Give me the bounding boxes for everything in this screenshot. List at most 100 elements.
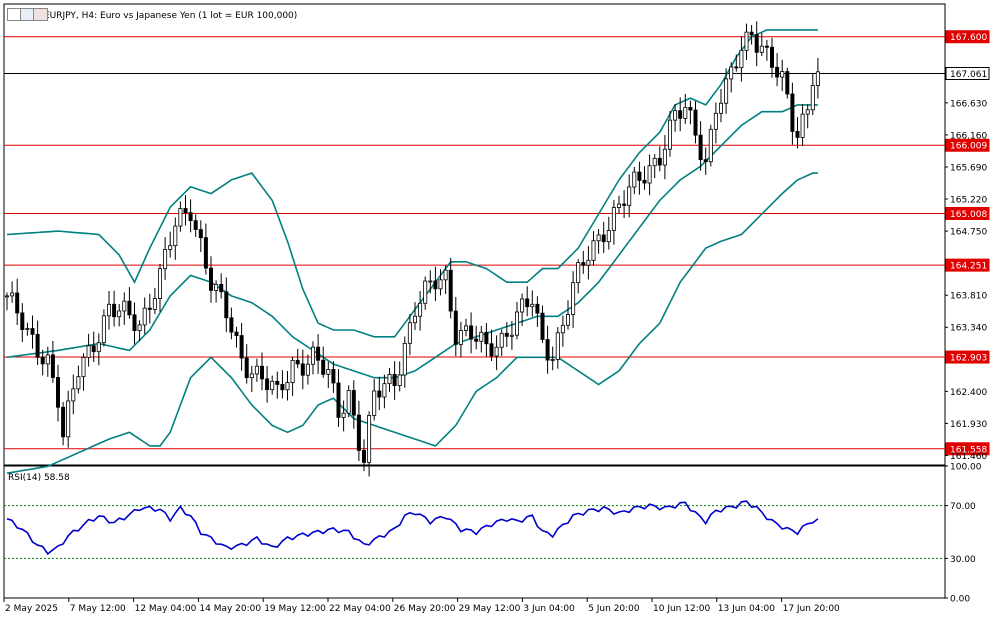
chart-icon[interactable] <box>33 8 48 21</box>
price-tick-label: 163.810 <box>950 292 987 302</box>
candle-body <box>550 359 555 361</box>
level-price-tag <box>945 30 990 44</box>
candle-body <box>637 171 642 181</box>
candle-body <box>61 406 66 438</box>
level-price-tag <box>945 206 990 220</box>
price-tick-label: 165.220 <box>950 196 987 206</box>
rsi-axis: 100.00 70.00 30.00 0.00 <box>945 463 982 605</box>
candle-body <box>219 283 224 293</box>
candle-body <box>622 203 627 206</box>
candle-body <box>698 134 703 161</box>
candle-body <box>586 259 591 266</box>
candle-body <box>290 359 295 383</box>
candle-body <box>326 369 331 375</box>
time-tick-label: 10 Jun 12:00 <box>653 604 710 614</box>
candle-body <box>617 203 622 208</box>
candle-body <box>412 315 417 324</box>
candle-body <box>744 31 749 51</box>
candle-body <box>693 109 698 136</box>
candle-body <box>520 298 525 313</box>
candle-body <box>642 179 647 184</box>
candle-body <box>234 331 239 336</box>
candle-body <box>117 310 122 318</box>
candle-body <box>56 377 61 408</box>
candle-body <box>152 298 157 310</box>
candle-body <box>418 302 423 317</box>
candle-body <box>749 31 754 36</box>
bollinger-lower-line <box>6 172 818 474</box>
level-price-tag <box>945 258 990 272</box>
candle-body <box>285 382 290 391</box>
candle-body <box>566 314 571 326</box>
candle-body <box>759 45 764 53</box>
price-tick-label: 165.690 <box>950 163 987 173</box>
bollinger-upper-line <box>6 29 818 338</box>
candle-body <box>336 382 341 418</box>
candle-body <box>372 390 377 416</box>
candle-body <box>265 378 270 391</box>
rsi-line <box>6 500 819 556</box>
bollinger-bands <box>6 29 818 474</box>
candle-body <box>463 325 468 331</box>
candle-body <box>530 303 535 308</box>
candle-body <box>474 338 479 342</box>
candle-body <box>183 208 188 213</box>
candle-body <box>71 388 76 402</box>
time-tick-label: 19 May 12:00 <box>264 604 326 614</box>
candle-body <box>397 374 402 386</box>
candle-body <box>86 345 91 358</box>
time-tick-label: 2 May 2025 <box>5 604 58 614</box>
candle-body <box>535 303 540 314</box>
candle-body <box>35 333 40 358</box>
candle-body <box>713 112 718 130</box>
candle-body <box>208 267 213 291</box>
candle-body <box>168 245 173 250</box>
candle-body <box>560 324 565 334</box>
time-tick-label: 3 Jun 04:00 <box>523 604 575 614</box>
candle-body <box>112 303 117 318</box>
candle-body <box>611 207 616 231</box>
candle-body <box>581 262 586 266</box>
time-tick-label: 17 Jun 20:00 <box>783 604 840 614</box>
candle-body <box>127 300 132 316</box>
candle-body <box>137 324 142 332</box>
candle-body <box>351 390 356 416</box>
candle-body <box>453 310 458 345</box>
price-tick-label: 166.160 <box>950 131 987 141</box>
time-tick-label: 12 May 04:00 <box>135 604 197 614</box>
candle-body <box>734 66 739 69</box>
candle-body <box>515 311 520 336</box>
rsi-tick-label: 0.00 <box>950 595 970 605</box>
candle-body <box>800 113 805 138</box>
candle-body <box>10 292 15 297</box>
candle-body <box>193 220 198 230</box>
candle-body <box>688 106 693 111</box>
price-tick-label: 161.558 <box>950 445 987 455</box>
candle-body <box>708 128 713 163</box>
time-axis[interactable]: 2 May 2025 7 May 12:00 12 May 04:00 14 May … <box>3 598 840 614</box>
candle-body <box>147 307 152 310</box>
candle-body <box>331 369 336 384</box>
candle-body <box>377 390 382 398</box>
candle-body <box>795 131 800 138</box>
candle-body <box>229 317 234 333</box>
candle-body <box>50 354 55 378</box>
candle-body <box>647 165 652 184</box>
candle-body <box>214 283 219 291</box>
candle-body <box>810 85 815 111</box>
candle-body <box>101 315 106 344</box>
price-tick-label: 163.340 <box>950 324 987 334</box>
candlesticks <box>5 21 820 477</box>
candle-body <box>5 295 10 298</box>
candle-body <box>499 332 504 348</box>
candle-body <box>719 102 724 114</box>
time-tick-label: 7 May 12:00 <box>70 604 126 614</box>
price-tick-label: 166.630 <box>950 99 987 109</box>
horizontal-levels[interactable] <box>4 36 945 450</box>
candle-body <box>270 380 275 391</box>
candle-body <box>724 78 729 104</box>
candle-body <box>438 279 443 290</box>
candle-body <box>122 300 127 312</box>
